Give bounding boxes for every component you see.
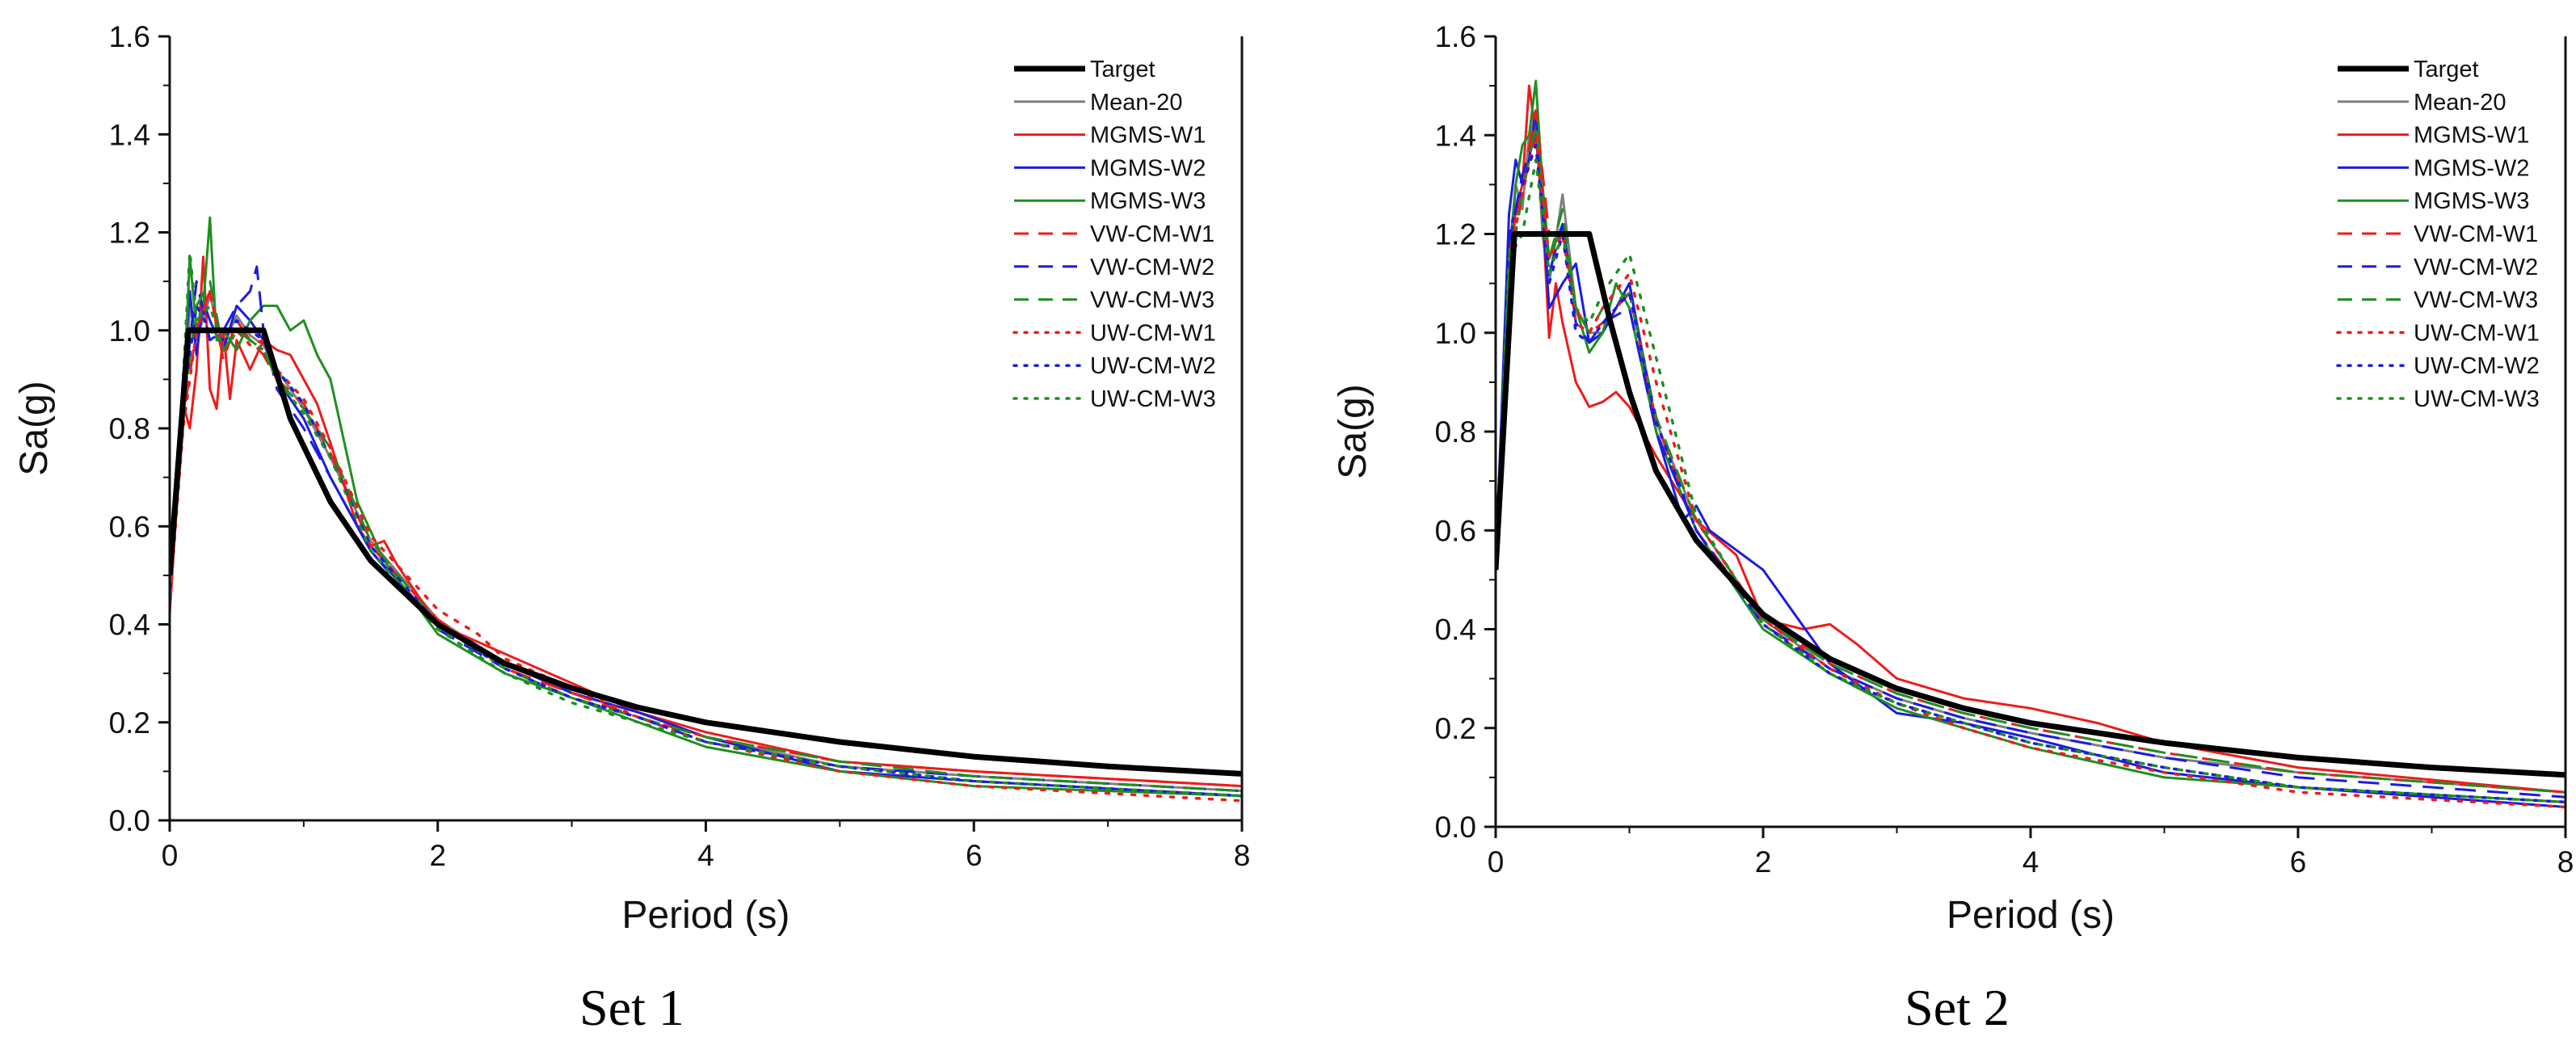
series-line-vw-cm-w1 <box>1496 109 2565 794</box>
x-tick-label: 2 <box>1755 845 1772 879</box>
chart-caption: Set 2 <box>1905 979 2010 1036</box>
series-line-mean-20 <box>170 294 1242 793</box>
chart-caption: Set 1 <box>579 979 684 1036</box>
legend: Target Mean-20 MGMS-W1 MGMS-W2 MGMS-W3 VW-CM-… <box>1012 57 1216 412</box>
x-axis-label: Period (s) <box>1947 894 2115 937</box>
y-tick-label: 0.8 <box>109 412 150 445</box>
series-line-vw-cm-w1 <box>170 289 1242 788</box>
series-line-mgms-w2 <box>1496 109 2565 808</box>
legend-label-mgms-w1: MGMS-W1 <box>1090 123 1206 149</box>
series-group <box>170 216 1242 803</box>
legend-label-vw-cm-w3: VW-CM-W3 <box>2414 288 2538 314</box>
series-line-mgms-w1 <box>170 255 1242 788</box>
y-tick-label: 1.6 <box>109 20 150 53</box>
legend-label-uw-cm-w3: UW-CM-W3 <box>1090 386 1216 412</box>
x-tick-label: 8 <box>1234 839 1251 872</box>
y-tick-label: 0.4 <box>1435 613 1476 647</box>
y-tick-label: 0.2 <box>1435 712 1476 745</box>
legend-label-mgms-w2: MGMS-W2 <box>2414 155 2529 181</box>
legend-label-uw-cm-w2: UW-CM-W2 <box>2414 353 2540 379</box>
x-tick-label: 0 <box>162 839 179 872</box>
y-tick-label: 0.8 <box>1435 415 1476 449</box>
legend-label-mgms-w2: MGMS-W2 <box>1090 155 1206 181</box>
legend-label-mean-20: Mean-20 <box>1090 90 1182 116</box>
legend-label-uw-cm-w3: UW-CM-W3 <box>2414 386 2540 412</box>
series-line-uw-cm-w3 <box>1496 158 2565 804</box>
chart-2: 0.0 0.2 0.4 0.6 0.8 1.0 1.2 1.4 1.6 0 2 4 6 8 Period (… <box>1332 20 2574 1036</box>
series-line-target <box>1496 231 2565 778</box>
y-tick-label: 0.0 <box>109 804 150 837</box>
y-tick-label: 1.6 <box>1435 20 1476 53</box>
series-line-uw-cm-w1 <box>170 289 1242 803</box>
legend-label-mgms-w1: MGMS-W1 <box>2414 123 2529 149</box>
y-tick-label: 1.2 <box>109 217 150 250</box>
series-group <box>1496 79 2565 809</box>
series-line-uw-cm-w2 <box>1496 143 2565 804</box>
legend-label-vw-cm-w1: VW-CM-W1 <box>1090 221 1214 247</box>
legend-label-vw-cm-w3: VW-CM-W3 <box>1090 288 1214 314</box>
legend-label-mgms-w3: MGMS-W3 <box>2414 188 2529 214</box>
legend-label-vw-cm-w2: VW-CM-W2 <box>1090 255 1214 280</box>
y-tick-label: 0.2 <box>109 706 150 740</box>
series-line-mgms-w1 <box>1496 84 2565 794</box>
y-axis-label: Sa(g) <box>13 381 56 475</box>
x-tick-label: 4 <box>2022 845 2039 879</box>
series-line-mean-20 <box>1496 109 2565 794</box>
y-tick-label: 0.6 <box>1435 514 1476 547</box>
series-line-vw-cm-w3 <box>170 280 1242 793</box>
series-line-uw-cm-w3 <box>170 251 1242 798</box>
x-tick-label: 0 <box>1488 845 1505 879</box>
y-tick-label: 0.6 <box>109 510 150 543</box>
legend-label-vw-cm-w1: VW-CM-W1 <box>2414 221 2538 247</box>
legend-label-target: Target <box>2414 57 2479 82</box>
y-tick-label: 1.4 <box>109 118 150 151</box>
x-tick-label: 8 <box>2557 845 2574 879</box>
legend: Target Mean-20 MGMS-W1 MGMS-W2 MGMS-W3 VW-CM-… <box>2336 57 2540 412</box>
y-tick-label: 0.0 <box>1435 811 1476 844</box>
series-line-mgms-w3 <box>1496 79 2565 803</box>
x-tick-label: 6 <box>2290 845 2307 879</box>
series-line-target <box>170 327 1242 777</box>
series-line-vw-cm-w2 <box>170 265 1242 793</box>
y-tick-label: 0.4 <box>109 609 150 642</box>
y-tick-label: 1.0 <box>109 314 150 348</box>
chart-1: 0.0 0.2 0.4 0.6 0.8 1.0 1.2 1.4 1.6 0 2 4 6 8 Period (… <box>13 20 1250 1036</box>
legend-label-mgms-w3: MGMS-W3 <box>1090 188 1206 214</box>
legend-label-target: Target <box>1090 57 1155 82</box>
legend-label-mean-20: Mean-20 <box>2414 90 2506 116</box>
legend-label-uw-cm-w1: UW-CM-W1 <box>2414 320 2540 346</box>
series-line-vw-cm-w3 <box>1496 124 2565 794</box>
y-tick-label: 1.4 <box>1435 119 1476 152</box>
y-tick-label: 1.2 <box>1435 218 1476 251</box>
legend-label-vw-cm-w2: VW-CM-W2 <box>2414 255 2538 280</box>
x-tick-label: 2 <box>429 839 446 872</box>
y-tick-label: 1.0 <box>1435 317 1476 350</box>
series-line-mgms-w3 <box>170 216 1242 798</box>
x-axis-label: Period (s) <box>621 894 789 937</box>
legend-label-uw-cm-w1: UW-CM-W1 <box>1090 320 1216 346</box>
y-axis-label: Sa(g) <box>1332 384 1374 478</box>
x-tick-label: 6 <box>966 839 983 872</box>
x-tick-label: 4 <box>697 839 714 872</box>
legend-label-uw-cm-w2: UW-CM-W2 <box>1090 353 1216 379</box>
